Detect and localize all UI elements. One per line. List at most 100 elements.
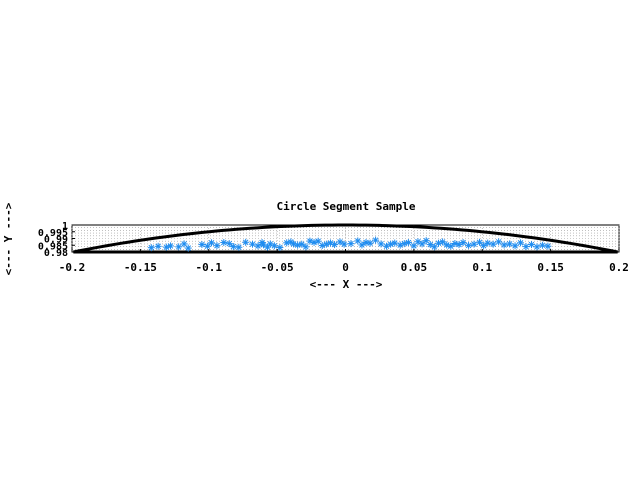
data-point bbox=[184, 244, 192, 252]
data-point bbox=[358, 241, 366, 249]
data-point bbox=[517, 239, 525, 247]
data-point bbox=[439, 238, 447, 246]
data-point-stroke bbox=[443, 242, 450, 248]
data-point-stroke bbox=[298, 241, 305, 247]
data-point bbox=[533, 243, 541, 251]
data-point-stroke bbox=[476, 239, 483, 246]
data-point bbox=[447, 242, 455, 250]
data-point-stroke bbox=[465, 242, 472, 249]
data-point bbox=[414, 238, 422, 246]
data-point-stroke bbox=[460, 239, 466, 246]
data-point-stroke bbox=[517, 240, 524, 246]
y-axis-label: <--- Y ---> bbox=[2, 202, 15, 275]
data-point-stroke bbox=[452, 240, 458, 247]
data-point-stroke bbox=[283, 240, 290, 246]
data-point-stroke bbox=[204, 243, 211, 249]
data-point-stroke bbox=[355, 238, 361, 244]
data-point-stroke bbox=[523, 243, 529, 250]
data-point-stroke bbox=[185, 245, 192, 251]
data-point bbox=[418, 240, 426, 248]
data-point bbox=[298, 240, 306, 248]
data-point-stroke bbox=[271, 242, 278, 249]
data-point-stroke bbox=[327, 240, 334, 246]
data-point-stroke bbox=[230, 243, 237, 250]
data-point bbox=[347, 240, 355, 248]
data-point-stroke bbox=[167, 243, 174, 249]
x-tick-label: 0.05 bbox=[401, 261, 428, 274]
data-point bbox=[500, 241, 508, 249]
data-point-stroke bbox=[290, 241, 297, 247]
data-point-stroke bbox=[337, 239, 343, 245]
y-tick-label: 0.995 bbox=[38, 228, 68, 239]
data-point bbox=[220, 239, 228, 247]
data-point-stroke bbox=[307, 238, 313, 244]
data-point-stroke bbox=[287, 239, 294, 245]
data-point-stroke bbox=[447, 243, 454, 249]
data-point bbox=[506, 240, 514, 248]
data-point-stroke bbox=[415, 238, 421, 245]
data-point-stroke bbox=[391, 240, 398, 246]
data-point-stroke bbox=[175, 244, 182, 250]
data-point-stroke bbox=[155, 243, 161, 250]
data-point-stroke bbox=[528, 241, 535, 248]
data-point-stroke bbox=[341, 241, 347, 247]
x-tick-label: -0.15 bbox=[124, 261, 157, 274]
data-point bbox=[470, 240, 478, 248]
data-point-stroke bbox=[378, 241, 384, 247]
x-axis-label: <--- X ---> bbox=[310, 278, 383, 291]
x-tick-label: -0.05 bbox=[261, 261, 294, 274]
x-tick-label: -0.1 bbox=[196, 261, 223, 274]
data-point-stroke bbox=[348, 240, 354, 247]
data-point-stroke bbox=[367, 240, 373, 247]
data-point-stroke bbox=[236, 244, 242, 251]
data-point-stroke bbox=[315, 238, 321, 245]
data-point bbox=[254, 242, 262, 250]
data-point-stroke bbox=[226, 240, 233, 247]
circle-segment-boundary bbox=[73, 223, 618, 254]
data-point bbox=[235, 243, 243, 251]
data-point-stroke bbox=[303, 244, 309, 250]
data-point bbox=[476, 238, 484, 246]
data-point bbox=[147, 244, 155, 252]
x-axis-ticks: -0.2 -0.15 -0.1 -0.05 0 0.05 0.1 0.15 0.2 bbox=[59, 249, 629, 274]
data-point-stroke bbox=[501, 242, 507, 248]
data-point bbox=[340, 240, 348, 248]
data-point bbox=[213, 242, 221, 250]
data-point-stroke bbox=[423, 237, 429, 244]
data-point bbox=[511, 242, 519, 250]
data-point-stroke bbox=[181, 241, 187, 247]
plot-area bbox=[71, 223, 620, 254]
data-point-stroke bbox=[267, 241, 274, 247]
y-tick-label: 0.99 bbox=[44, 235, 68, 246]
data-point-stroke bbox=[242, 239, 249, 246]
data-point-stroke bbox=[506, 241, 513, 247]
data-point bbox=[372, 236, 380, 244]
data-point bbox=[489, 240, 497, 248]
data-point-stroke bbox=[539, 242, 546, 249]
data-point-stroke bbox=[419, 241, 425, 247]
data-point bbox=[225, 240, 233, 248]
data-point-stroke bbox=[512, 242, 518, 249]
x-tick-label: 0.1 bbox=[472, 261, 492, 274]
data-point bbox=[336, 238, 344, 246]
data-point bbox=[276, 244, 284, 252]
data-point bbox=[154, 242, 162, 250]
data-point-stroke bbox=[260, 242, 267, 248]
y-tick-label: 1 bbox=[62, 221, 68, 232]
data-point bbox=[459, 239, 467, 247]
data-point bbox=[166, 242, 174, 250]
data-point bbox=[480, 242, 488, 250]
data-point-stroke bbox=[331, 241, 338, 248]
data-point-stroke bbox=[259, 239, 265, 246]
data-point-stroke bbox=[148, 244, 155, 251]
data-point bbox=[175, 243, 183, 251]
data-point-stroke bbox=[214, 242, 220, 249]
data-point-stroke bbox=[405, 239, 412, 246]
data-point-stroke bbox=[277, 244, 283, 251]
data-point bbox=[484, 239, 492, 247]
data-point-stroke bbox=[401, 240, 408, 247]
data-point bbox=[362, 238, 370, 246]
data-point-stroke bbox=[249, 241, 256, 247]
